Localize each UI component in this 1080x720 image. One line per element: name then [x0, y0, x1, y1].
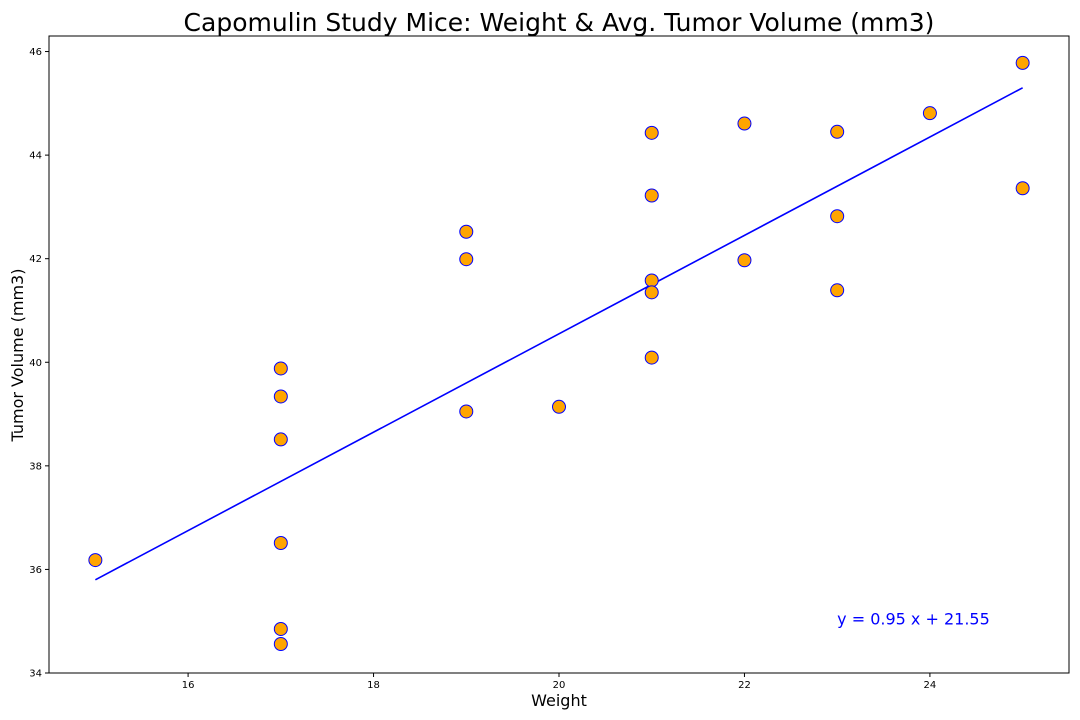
y-tick-label: 34 [29, 669, 42, 680]
data-point [273, 621, 288, 636]
data-point [459, 252, 474, 267]
data-point [922, 106, 937, 121]
data-point [273, 432, 288, 447]
data-point [273, 389, 288, 404]
data-point [88, 553, 103, 568]
x-tick-label: 22 [738, 680, 751, 691]
data-point [273, 536, 288, 551]
y-axis-label: Tumor Volume (mm3) [8, 269, 27, 443]
chart-title: Capomulin Study Mice: Weight & Avg. Tumo… [184, 8, 935, 37]
data-point [644, 350, 659, 365]
x-tick-label: 18 [367, 680, 380, 691]
data-point [737, 116, 752, 131]
scatter-points [88, 55, 1030, 651]
data-point [644, 125, 659, 140]
data-point [644, 273, 659, 288]
regression-equation-label: y = 0.95 x + 21.55 [837, 610, 990, 629]
data-point [644, 188, 659, 203]
data-point [1015, 181, 1030, 196]
data-point [830, 209, 845, 224]
x-tick-label: 24 [924, 680, 937, 691]
data-point [644, 285, 659, 300]
data-point [273, 361, 288, 376]
x-tick-label: 16 [182, 680, 195, 691]
y-tick-label: 40 [29, 358, 42, 369]
x-axis-ticks: 16 18 20 22 24 [182, 673, 937, 691]
y-tick-label: 42 [29, 254, 42, 265]
data-point [459, 404, 474, 419]
data-point [552, 399, 566, 414]
data-point [273, 636, 288, 651]
y-axis-ticks: 34 36 38 40 42 44 46 [29, 47, 49, 680]
x-tick-label: 20 [553, 680, 566, 691]
plot-frame [48, 35, 1070, 674]
data-point [459, 224, 474, 239]
y-tick-label: 36 [29, 565, 42, 576]
regression-line-group [94, 87, 1024, 581]
x-axis-label: Weight [531, 691, 587, 710]
data-point [830, 124, 845, 139]
y-tick-label: 44 [29, 151, 42, 162]
data-point [1015, 55, 1030, 70]
data-point [737, 253, 752, 268]
y-tick-label: 38 [29, 461, 42, 472]
data-point [830, 283, 845, 298]
plot-border [48, 35, 1070, 674]
regression-line [94, 87, 1024, 581]
y-tick-label: 46 [29, 47, 42, 58]
